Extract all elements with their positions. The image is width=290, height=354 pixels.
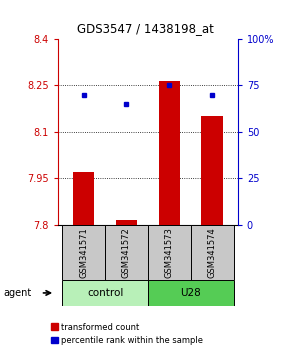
Bar <box>73 172 94 225</box>
Text: GSM341573: GSM341573 <box>165 227 174 278</box>
Text: agent: agent <box>3 288 31 298</box>
Bar <box>191 225 233 280</box>
Legend: transformed count, percentile rank within the sample: transformed count, percentile rank withi… <box>48 319 206 348</box>
Text: control: control <box>87 288 123 298</box>
Text: GSM341572: GSM341572 <box>122 227 131 278</box>
Text: GSM341571: GSM341571 <box>79 227 88 278</box>
Bar <box>116 220 137 225</box>
Bar <box>148 225 191 280</box>
Text: GDS3547 / 1438198_at: GDS3547 / 1438198_at <box>77 22 213 35</box>
Bar <box>202 116 223 225</box>
Text: U28: U28 <box>180 288 201 298</box>
Bar <box>62 225 105 280</box>
Text: GSM341574: GSM341574 <box>208 227 217 278</box>
Bar <box>148 280 233 306</box>
Bar <box>105 225 148 280</box>
Bar <box>159 81 180 225</box>
Bar <box>62 280 148 306</box>
